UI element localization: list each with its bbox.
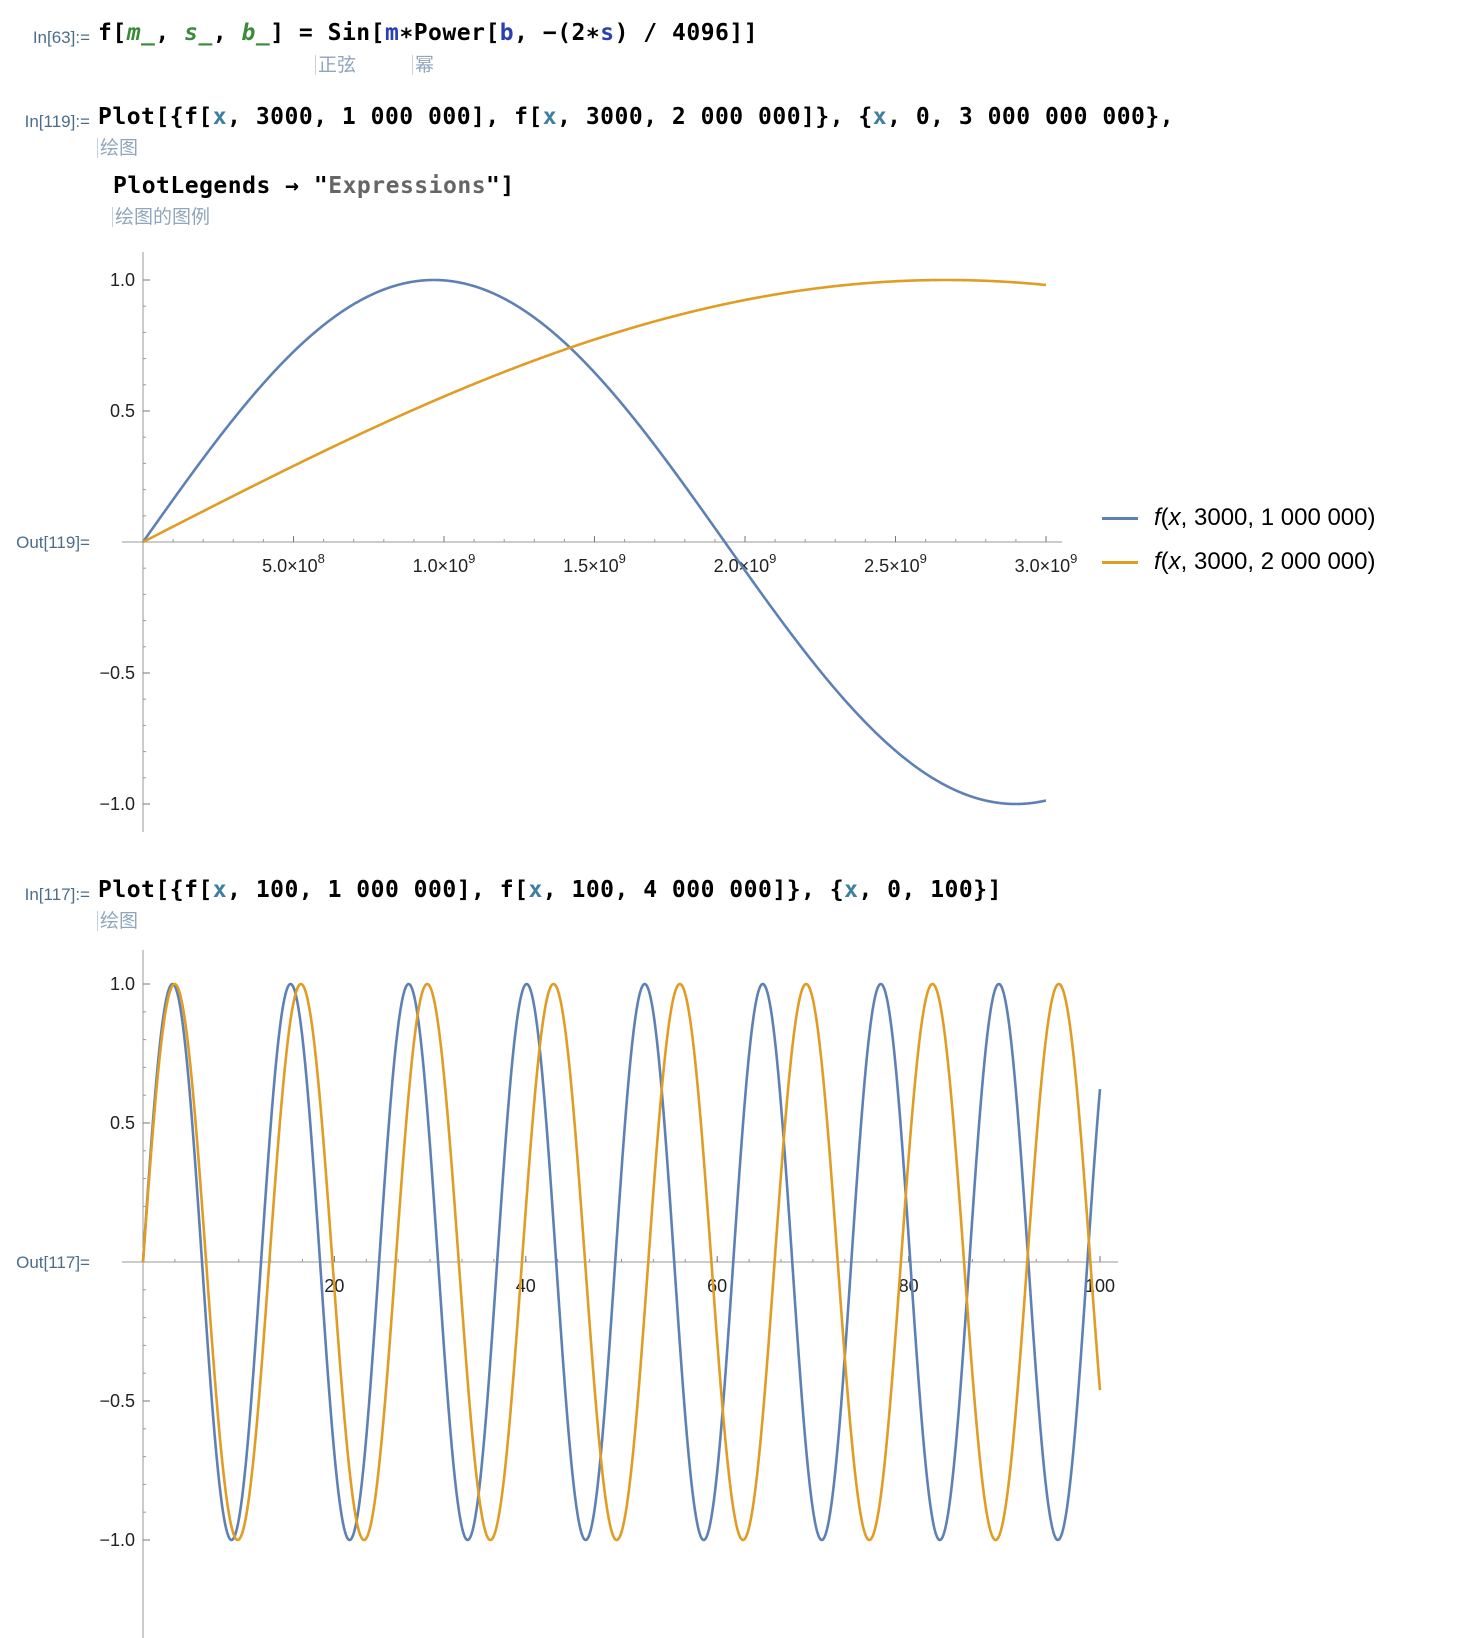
code-token: PlotLegends → " xyxy=(113,173,329,199)
x-tick-label: 2.5×109 xyxy=(864,551,927,576)
variable-x: x xyxy=(542,104,558,130)
variable-x: x xyxy=(212,877,228,903)
code-token: , 0, 3 000 000 000}, xyxy=(887,104,1175,130)
code-token: , 100, 4 000 000]}, { xyxy=(542,877,845,903)
hint-sin: 正弦 xyxy=(315,50,356,77)
in-label: In[117]:= xyxy=(24,885,90,904)
code-token: ) / 4096]] xyxy=(614,20,759,46)
code-token: "] xyxy=(486,173,515,199)
y-tick-label: −1.0 xyxy=(99,794,135,814)
legend-fn-name: f xyxy=(1154,504,1161,531)
legend-swatch-2 xyxy=(1102,561,1138,565)
code-token: , 100, 1 000 000], f[ xyxy=(227,877,529,903)
hint-plot-legends: 绘图的图例 xyxy=(112,202,210,229)
code-token: , 3000, 2 000 000]}, { xyxy=(557,104,873,130)
series-line-1 xyxy=(141,982,1102,1542)
string-literal: Expressions xyxy=(328,173,487,199)
code-token: , −(2∗ xyxy=(514,20,601,46)
hint-plot: 绘图 xyxy=(97,906,138,933)
hint-plot: 绘图 xyxy=(97,133,138,160)
x-tick-label: 60 xyxy=(707,1276,727,1296)
code-token: , 3000, 1 000 000], f[ xyxy=(227,104,543,130)
y-tick-label: 0.5 xyxy=(110,401,135,421)
hint-power: 幂 xyxy=(412,50,434,77)
x-tick-label: 1.5×109 xyxy=(563,551,626,576)
code-token: Plot[{f[ xyxy=(98,104,213,130)
code-token: ] = Sin[ xyxy=(270,20,385,46)
in-label: In[63]:= xyxy=(32,28,90,47)
input-cell-plot-2[interactable]: Plot[{f[x, 100, 1 000 000], f[x, 100, 4 … xyxy=(98,877,1002,903)
input-cell-plot-1-line2[interactable]: PlotLegends → "Expressions"] xyxy=(113,173,515,199)
legend-fn-name: f xyxy=(1154,548,1161,575)
code-token: ∗Power[ xyxy=(399,20,500,46)
legend-entry-2: f(x, 3000, 2 000 000) xyxy=(1102,548,1376,576)
x-tick-label: 5.0×108 xyxy=(262,551,325,576)
y-tick-label: 1.0 xyxy=(110,974,135,994)
variable-x: x xyxy=(872,104,888,130)
legend-entry-1: f(x, 3000, 1 000 000) xyxy=(1102,504,1376,532)
legend-paren: ( xyxy=(1160,504,1169,531)
x-tick-label: 100 xyxy=(1085,1276,1115,1296)
variable-x: x xyxy=(212,104,228,130)
legend-args: , 3000, 2 000 000) xyxy=(1180,548,1376,575)
variable-x: x xyxy=(528,877,543,903)
code-token: , xyxy=(155,20,185,46)
variable-s: s xyxy=(600,20,615,46)
y-tick-label: −0.5 xyxy=(99,663,135,683)
y-tick-label: −0.5 xyxy=(99,1391,135,1411)
y-tick-label: −1.0 xyxy=(99,1530,135,1550)
x-tick-label: 1.0×109 xyxy=(413,551,476,576)
out-label: Out[119]= xyxy=(16,533,90,552)
input-cell-plot-1[interactable]: Plot[{f[x, 3000, 1 000 000], f[x, 3000, … xyxy=(98,104,1174,130)
series-line-1 xyxy=(141,278,1047,806)
series-line-2 xyxy=(141,982,1102,1542)
variable-m: m xyxy=(385,20,400,46)
legend-swatch-1 xyxy=(1102,517,1138,521)
in-label: In[119]:= xyxy=(24,112,90,131)
series-line-2 xyxy=(142,278,1047,544)
legend-var: x xyxy=(1168,504,1181,531)
pattern-s: s_ xyxy=(184,20,213,46)
code-token: f[ xyxy=(98,20,127,46)
legend-var: x xyxy=(1168,548,1181,575)
variable-x: x xyxy=(844,877,859,903)
y-tick-label: 1.0 xyxy=(110,270,135,290)
pattern-m: m_ xyxy=(126,20,156,46)
x-tick-label: 3.0×109 xyxy=(1015,551,1078,576)
x-tick-label: 80 xyxy=(899,1276,919,1296)
y-tick-label: 0.5 xyxy=(110,1113,135,1133)
plot-output-1[interactable]: 5.0×108 1.0×109 1.5×109 2.0×109 2.5×109 3.0×1… xyxy=(0,240,1464,850)
code-token: , xyxy=(212,20,242,46)
out-label: Out[117]= xyxy=(16,1253,90,1272)
variable-b: b xyxy=(499,20,515,46)
code-token: Plot[{f[ xyxy=(98,877,213,903)
code-token: , 0, 100}] xyxy=(858,877,1002,903)
pattern-b: b_ xyxy=(241,20,271,46)
input-cell-definition[interactable]: f[m_, s_, b_] = Sin[m∗Power[b, −(2∗s) / … xyxy=(98,20,758,46)
legend-paren: ( xyxy=(1160,548,1169,575)
legend-args: , 3000, 1 000 000) xyxy=(1180,504,1376,531)
